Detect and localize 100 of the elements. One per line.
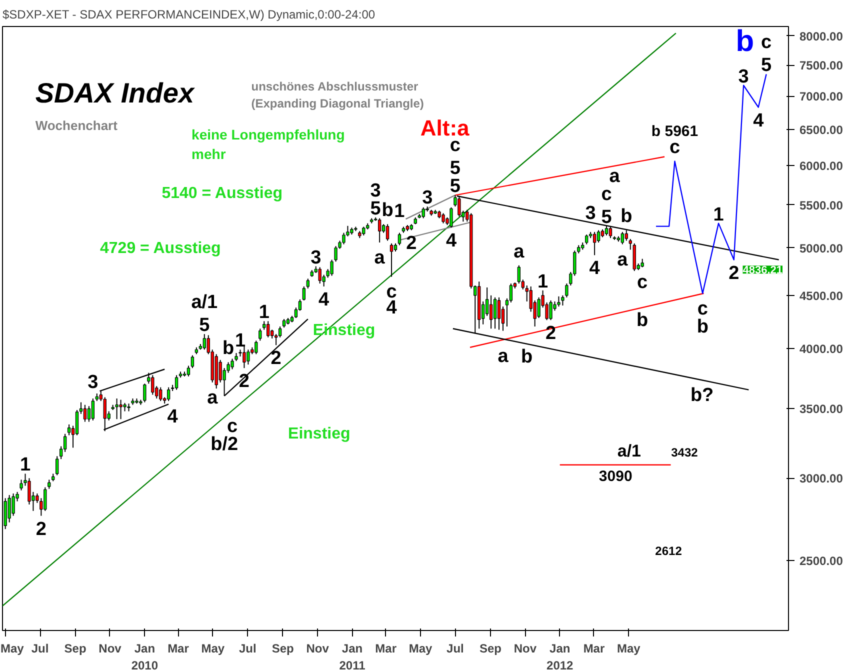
- annotation: a: [207, 387, 218, 408]
- candlestick: [258, 328, 262, 342]
- x-tick-label: May: [617, 642, 641, 656]
- candlestick: [302, 286, 306, 301]
- y-tick-label: 5000.00: [800, 241, 844, 256]
- annotation: 4729 = Ausstieg: [100, 240, 221, 258]
- annotation: 4: [318, 289, 330, 310]
- candlestick: [230, 358, 234, 370]
- x-tick-label: May: [408, 642, 433, 656]
- annotation: 2: [406, 233, 417, 254]
- candlestick: [624, 230, 628, 242]
- annotation: 2612: [655, 544, 682, 558]
- candlestick: [190, 354, 194, 369]
- x-tick-label: Nov: [98, 642, 122, 656]
- candlestick: [390, 242, 394, 278]
- x-tick-label: May: [0, 642, 24, 656]
- candlestick: [386, 224, 390, 242]
- candlestick: [56, 456, 59, 476]
- candlestick: [91, 398, 95, 421]
- annotation: 3: [310, 247, 322, 268]
- candlestick: [557, 296, 560, 308]
- candlestick: [44, 486, 47, 512]
- annotation: 5140 = Ausstieg: [162, 185, 282, 202]
- annotation: 1: [538, 271, 549, 292]
- x-tick-label: May: [201, 642, 225, 656]
- annotation: 3: [422, 188, 433, 209]
- y-tick-label: 6500.00: [800, 123, 844, 138]
- candlestick: [620, 231, 624, 245]
- y-tick-label: 3500.00: [800, 402, 844, 416]
- annotation: Einstieg: [288, 425, 350, 442]
- candlestick: [119, 399, 122, 420]
- annotation: b?: [690, 385, 714, 406]
- candlestick: [628, 238, 632, 250]
- candlestick: [489, 294, 493, 330]
- candlestick: [493, 296, 497, 330]
- candlestick: [266, 320, 270, 338]
- candlestick: [115, 398, 118, 420]
- x-tick-label: Nov: [306, 642, 330, 656]
- x-tick-label: Mar: [168, 642, 190, 656]
- annotation: 3: [88, 372, 98, 394]
- y-tick-label: 8000.00: [800, 29, 844, 44]
- candlestick: [596, 230, 600, 244]
- candlestick: [608, 226, 612, 239]
- annotation: 2: [270, 348, 282, 370]
- annotation: 5: [761, 55, 772, 76]
- annotation: a/1: [191, 292, 218, 314]
- candlestick: [246, 349, 250, 366]
- annotation: 2: [545, 323, 556, 344]
- candlestick: [604, 225, 608, 236]
- candlestick: [549, 300, 552, 321]
- candlestick: [497, 296, 501, 330]
- candlestick: [378, 218, 382, 244]
- candlestick: [67, 424, 71, 436]
- y-tick-label: 4500.00: [800, 288, 844, 303]
- annotation: a/1: [617, 442, 642, 461]
- annotation: 4: [589, 258, 600, 280]
- x-tick-label: Jan 2012: [546, 642, 574, 672]
- y-tick-label: 4000.00: [800, 342, 844, 356]
- annotation: 2: [238, 371, 250, 392]
- y-tick-label: 5500.00: [800, 198, 844, 212]
- x-tick-label: Sep: [479, 642, 502, 656]
- annotation: a: [617, 249, 628, 270]
- annotation: 3090: [598, 468, 632, 485]
- candlestick: [143, 383, 146, 403]
- x-tick-label: Jan 2011: [339, 642, 366, 672]
- annotation: Wochenchart: [35, 118, 118, 133]
- annotation: a: [498, 346, 509, 367]
- text: SDAX Index: [35, 77, 196, 108]
- candlestick: [63, 433, 67, 452]
- annotation: 1: [234, 330, 246, 352]
- x-tick-label: Sep: [64, 642, 86, 656]
- annotation: c: [637, 272, 648, 294]
- candlestick: [186, 365, 190, 377]
- candlestick: [565, 283, 568, 298]
- annotation: 5: [601, 206, 612, 228]
- candlestick: [485, 286, 489, 316]
- y-tick-label: 2500.00: [800, 554, 844, 568]
- candlestick: [318, 266, 322, 284]
- candlestick: [585, 234, 588, 245]
- annotation: 1: [394, 201, 406, 222]
- annotation: a: [514, 241, 525, 262]
- annotation: 2: [36, 518, 46, 540]
- annotation: 5: [199, 315, 210, 336]
- annotation: a: [374, 248, 386, 269]
- annotation: b: [636, 310, 648, 332]
- annotation: c: [761, 32, 772, 54]
- x-tick-label: Mar: [583, 642, 605, 656]
- candlestick: [242, 346, 246, 369]
- annotation: b: [620, 206, 632, 228]
- annotation: b: [222, 338, 234, 360]
- annotation: b: [382, 200, 394, 222]
- y-tick-label: 7500.00: [800, 58, 844, 73]
- candlestick: [330, 259, 334, 276]
- annotation: 4: [446, 230, 457, 252]
- annotation: 1: [20, 454, 31, 476]
- annotation: 3432: [671, 445, 698, 460]
- annotation: b: [736, 25, 754, 58]
- x-tick-label: Jul: [31, 642, 49, 656]
- candlestick: [442, 212, 445, 224]
- candlestick: [632, 242, 636, 272]
